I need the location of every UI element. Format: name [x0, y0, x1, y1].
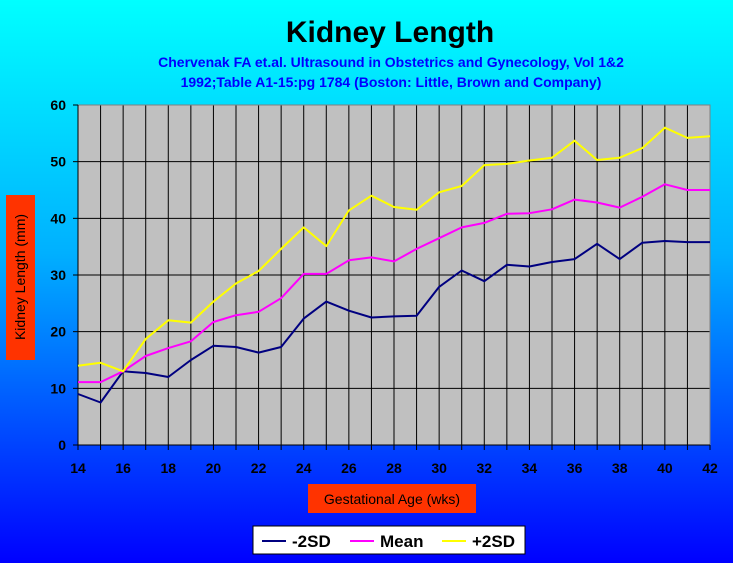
series-line-1 [77, 240, 710, 404]
y-tick-labels: 0 10 20 30 40 50 60 [50, 97, 66, 453]
y-tick-label: 50 [50, 154, 66, 170]
x-tick-label: 32 [476, 460, 492, 476]
x-tick-label: 38 [612, 460, 628, 476]
chart-title: Kidney Length [286, 16, 494, 49]
y-tick-label: 60 [50, 97, 66, 113]
chart-subtitle-line1: Chervenak FA et.al. Ultrasound in Obstet… [158, 54, 624, 70]
y-tick-label: 30 [50, 267, 66, 283]
series-line-3 [77, 126, 711, 373]
y-axis-label-box [6, 195, 35, 360]
x-tick-label: 20 [206, 460, 222, 476]
x-tick-label: 34 [522, 460, 538, 476]
x-tick-label: 40 [657, 460, 673, 476]
x-tick-label: 30 [431, 460, 447, 476]
y-axis-label: Kidney Length (mm) [12, 214, 28, 340]
x-tick-label: 28 [386, 460, 402, 476]
x-tick-label: 26 [341, 460, 357, 476]
legend-label: Mean [380, 532, 423, 551]
series-line-2 [78, 183, 710, 384]
gridlines [78, 105, 710, 445]
x-axis-label: Gestational Age (wks) [324, 491, 460, 507]
y-tick-label: 0 [58, 437, 66, 453]
series-lines [77, 126, 711, 404]
x-tick-labels: 14 16 18 20 22 24 26 28 30 32 34 36 38 40 42 [70, 460, 718, 476]
y-tick-label: 20 [50, 324, 66, 340]
x-tick-label: 22 [251, 460, 267, 476]
x-tick-label: 18 [160, 460, 176, 476]
x-tick-label: 16 [115, 460, 131, 476]
legend-label: +2SD [472, 532, 515, 551]
y-tick-label: 10 [50, 380, 66, 396]
x-tick-label: 24 [296, 460, 312, 476]
axes [73, 104, 711, 450]
legend-label: -2SD [292, 532, 331, 551]
legend: -2SD Mean +2SD [262, 532, 515, 551]
x-tick-label: 42 [702, 460, 718, 476]
x-axis-label-box [308, 484, 476, 513]
x-tick-label: 36 [567, 460, 583, 476]
legend-box [252, 525, 526, 555]
chart-subtitle-line2: 1992;Table A1-15:pg 1784 (Boston: Little… [181, 74, 602, 90]
x-tick-label: 14 [70, 460, 86, 476]
y-tick-label: 40 [50, 210, 66, 226]
